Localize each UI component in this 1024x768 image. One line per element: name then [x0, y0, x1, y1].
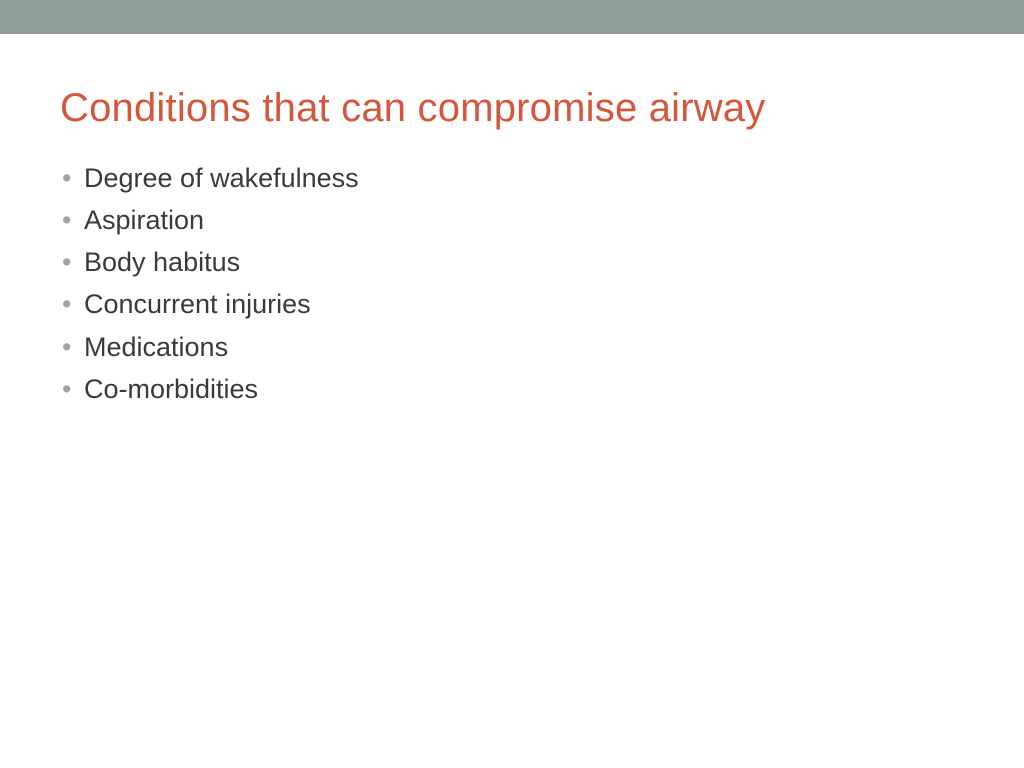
list-item: Co-morbidities [60, 370, 964, 409]
slide-content: Conditions that can compromise airway De… [0, 34, 1024, 409]
slide: Conditions that can compromise airway De… [0, 0, 1024, 768]
list-item: Body habitus [60, 243, 964, 282]
bullet-list: Degree of wakefulness Aspiration Body ha… [60, 159, 964, 409]
list-item: Medications [60, 328, 964, 367]
top-accent-bar [0, 0, 1024, 34]
list-item: Concurrent injuries [60, 285, 964, 324]
list-item: Degree of wakefulness [60, 159, 964, 198]
slide-title: Conditions that can compromise airway [60, 86, 964, 131]
list-item: Aspiration [60, 201, 964, 240]
